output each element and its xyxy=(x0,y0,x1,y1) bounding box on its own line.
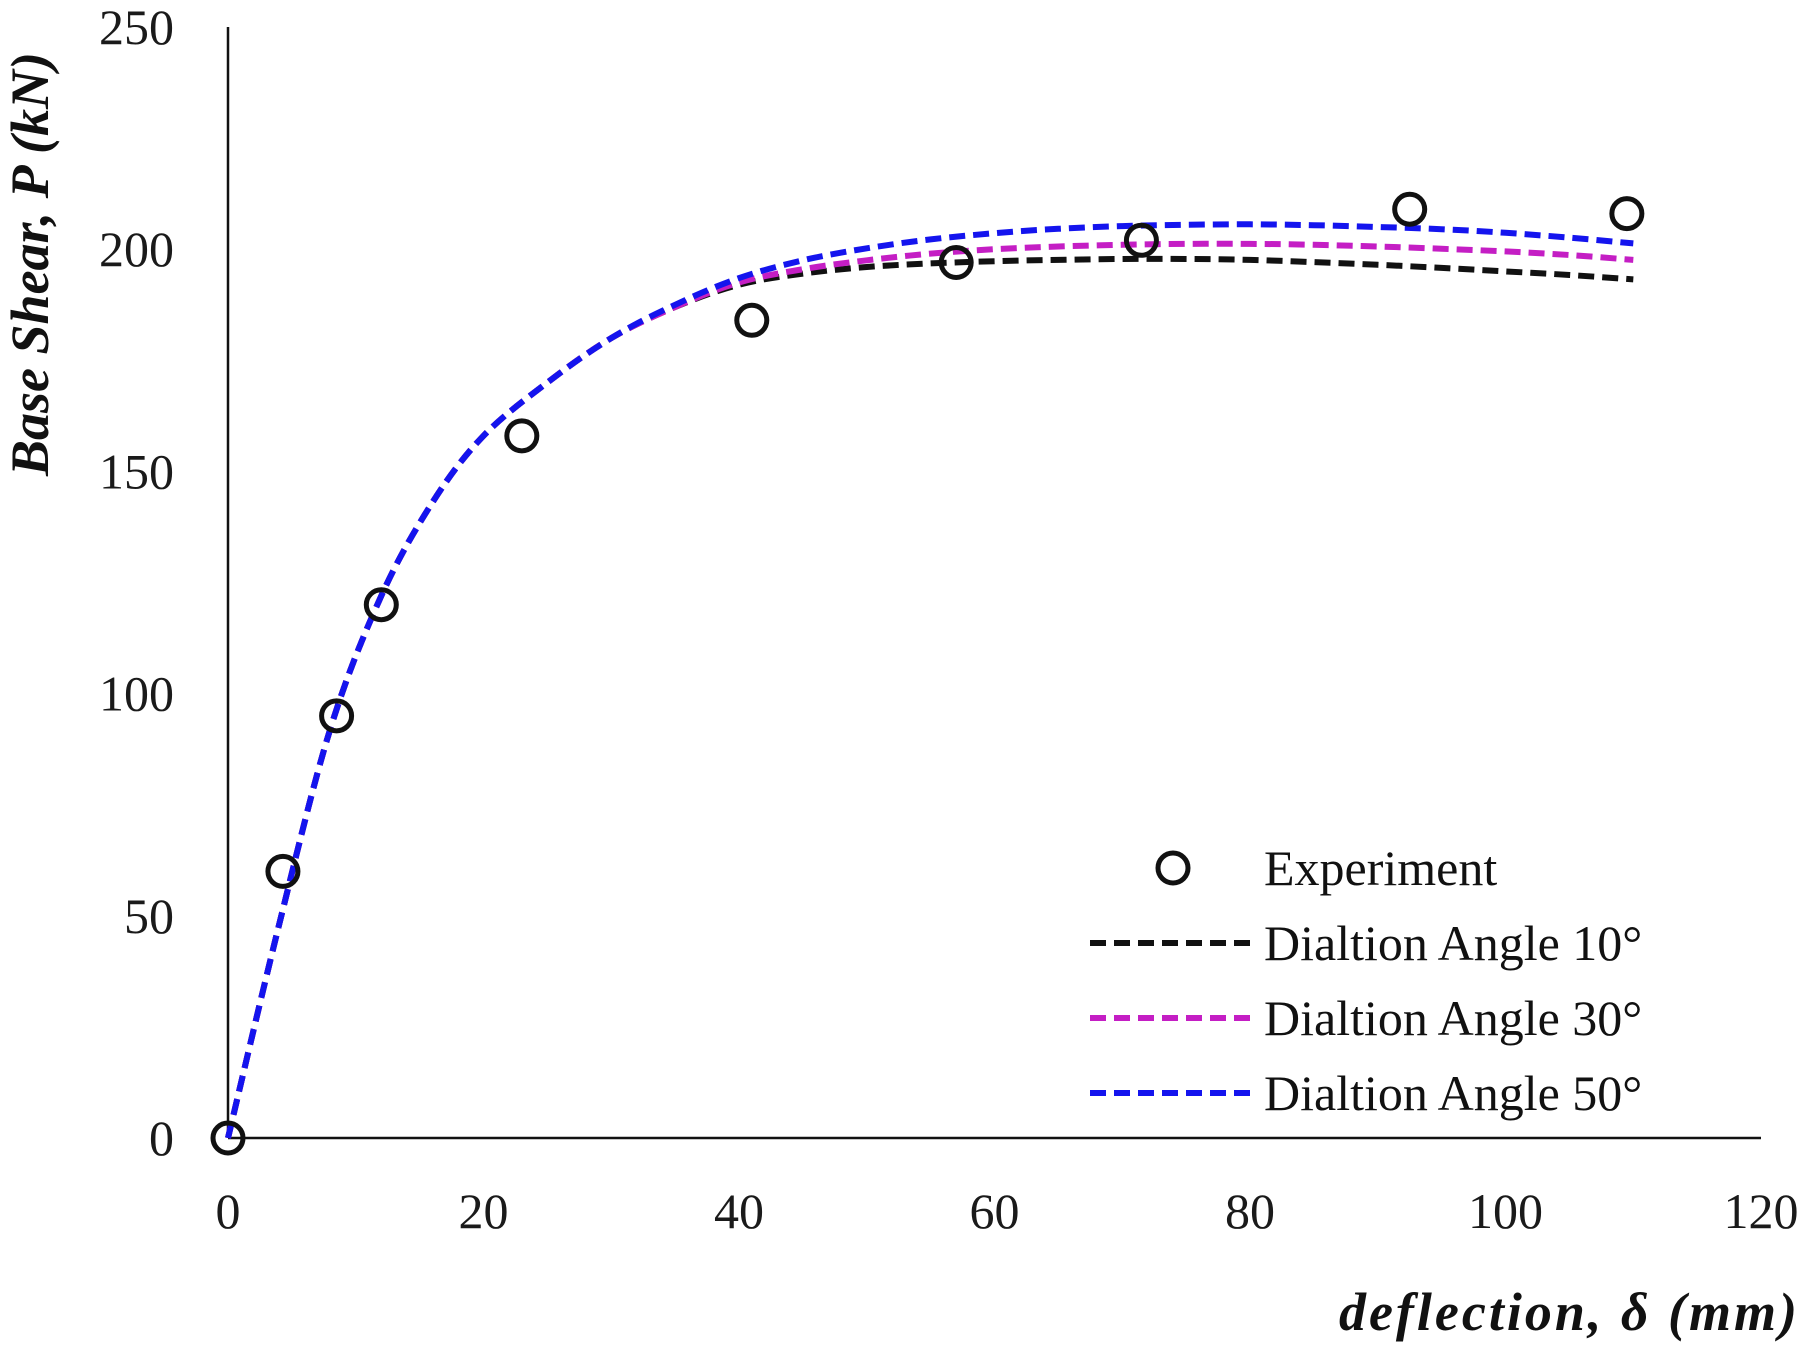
data-point xyxy=(504,418,540,454)
data-point xyxy=(1123,222,1159,258)
x-tick-label: 60 xyxy=(970,1183,1020,1239)
data-point xyxy=(265,853,301,889)
series-line xyxy=(225,221,1634,1139)
legend-label: Dialtion Angle 10° xyxy=(1264,915,1642,971)
y-tick-label: 150 xyxy=(99,443,174,499)
x-tick-label: 20 xyxy=(459,1183,509,1239)
plot-area xyxy=(210,27,1761,1156)
legend: Experiment Dialtion Angle 10° Dialtion Ang… xyxy=(1090,840,1642,1121)
legend-label: Dialtion Angle 30° xyxy=(1264,990,1642,1046)
y-tick-label: 100 xyxy=(99,666,174,722)
data-point xyxy=(938,245,974,281)
data-point xyxy=(363,587,399,623)
tick-labels: 0 20 40 60 80 100 120 0 50 100 150 200 250 xyxy=(99,0,1799,1239)
data-point xyxy=(1609,196,1645,232)
y-tick-label: 250 xyxy=(99,0,174,55)
y-axis-title: Base Shear, P (kN) xyxy=(0,52,60,477)
data-point xyxy=(319,698,355,734)
data-point xyxy=(1392,191,1428,227)
y-tick-label: 0 xyxy=(149,1110,174,1166)
legend-marker xyxy=(1155,850,1191,886)
legend-label: Dialtion Angle 50° xyxy=(1264,1065,1642,1121)
x-tick-label: 40 xyxy=(714,1183,764,1239)
x-tick-label: 80 xyxy=(1225,1183,1275,1239)
data-point xyxy=(210,1120,246,1156)
legend-label: Experiment xyxy=(1264,840,1497,896)
x-tick-label: 120 xyxy=(1724,1183,1799,1239)
x-tick-label: 100 xyxy=(1468,1183,1543,1239)
data-point xyxy=(734,302,770,338)
y-tick-label: 50 xyxy=(124,888,174,944)
y-tick-label: 200 xyxy=(99,221,174,277)
x-tick-label: 0 xyxy=(216,1183,241,1239)
x-axis-title: deflection, δ (mm) xyxy=(1339,1282,1800,1342)
